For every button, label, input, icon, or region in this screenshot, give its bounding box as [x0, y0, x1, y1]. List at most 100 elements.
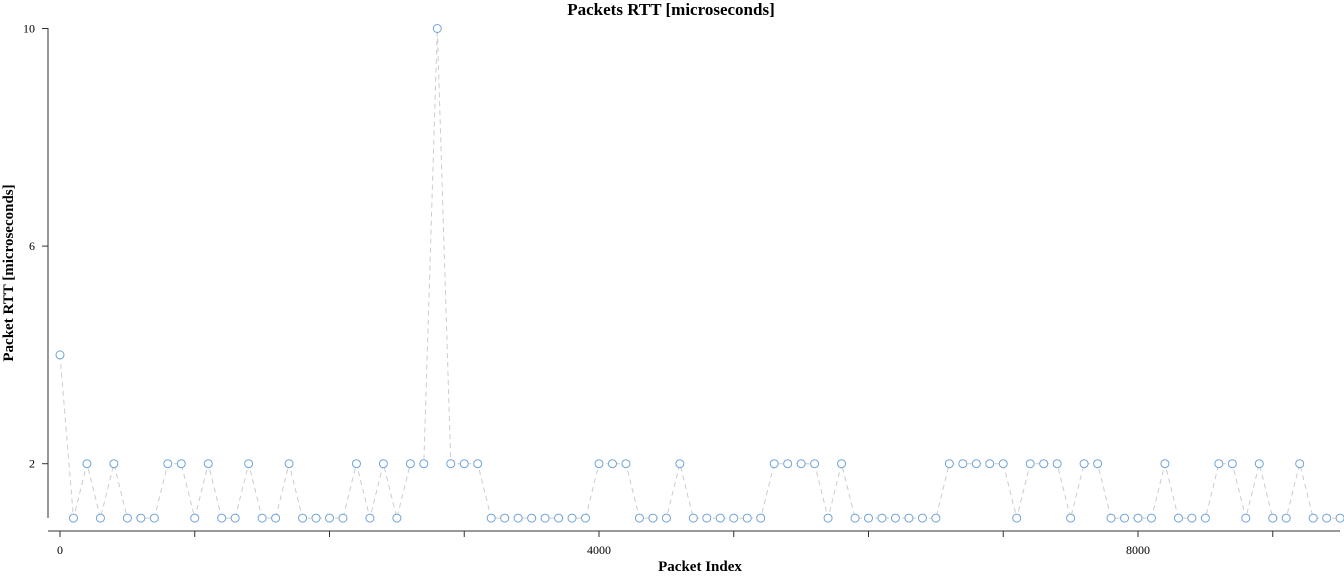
data-point: [648, 513, 658, 523]
data-point: [176, 459, 186, 469]
data-point: [837, 459, 847, 469]
data-point: [1308, 513, 1318, 523]
chart-title: Packets RTT [microseconds]: [567, 0, 774, 19]
data-point: [473, 459, 483, 469]
data-point: [796, 459, 806, 469]
data-point: [729, 513, 739, 523]
data-point: [810, 459, 820, 469]
data-point: [877, 513, 887, 523]
data-point: [1227, 459, 1237, 469]
data-point: [338, 513, 348, 523]
data-point: [540, 513, 550, 523]
data-point: [661, 513, 671, 523]
data-point: [1200, 513, 1210, 523]
data-point: [1025, 459, 1035, 469]
data-point: [446, 459, 456, 469]
data-point: [971, 459, 981, 469]
y-tick-label-2: 10: [23, 22, 35, 36]
data-point: [351, 459, 361, 469]
data-point: [1160, 459, 1170, 469]
data-point: [257, 513, 267, 523]
data-point: [1079, 459, 1089, 469]
data-point: [1173, 513, 1183, 523]
y-axis-label: Packet RTT [microseconds]: [1, 184, 17, 361]
data-point: [904, 513, 914, 523]
data-point: [998, 459, 1008, 469]
data-point: [567, 513, 577, 523]
data-point: [122, 513, 132, 523]
x-axis-label: Packet Index: [658, 559, 742, 575]
data-point: [1133, 513, 1143, 523]
data-point: [109, 459, 119, 469]
data-point: [419, 459, 429, 469]
x-ticks: 0 4000 8000: [57, 531, 1274, 557]
data-point: [958, 459, 968, 469]
data-point: [1322, 513, 1332, 523]
data-point: [405, 459, 415, 469]
data-point: [1254, 459, 1264, 469]
data-point: [55, 350, 65, 360]
data-point: [95, 513, 105, 523]
data-point: [594, 459, 604, 469]
y-tick-label-1: 6: [29, 239, 35, 253]
data-point: [742, 513, 752, 523]
y-tick-label-0: 2: [29, 457, 35, 471]
data-point: [931, 513, 941, 523]
data-point: [554, 513, 564, 523]
data-point: [527, 513, 537, 523]
data-point: [311, 513, 321, 523]
data-point: [82, 459, 92, 469]
data-point: [149, 513, 159, 523]
data-point: [68, 513, 78, 523]
data-point: [1241, 513, 1251, 523]
data-point: [1012, 513, 1022, 523]
data-point: [850, 513, 860, 523]
data-point: [864, 513, 873, 523]
data-point: [675, 459, 685, 469]
data-point: [136, 513, 146, 523]
data-point: [985, 459, 995, 469]
data-point: [1052, 459, 1062, 469]
data-point: [1093, 459, 1103, 469]
data-point: [271, 513, 281, 523]
data-point: [486, 513, 496, 523]
data-point: [783, 459, 793, 469]
data-point: [769, 459, 779, 469]
data-point: [217, 513, 227, 523]
data-point: [1214, 459, 1224, 469]
y-ticks: 2 6 10: [23, 22, 48, 471]
data-point: [621, 459, 631, 469]
data-point: [756, 513, 766, 523]
data-point: [634, 513, 644, 523]
data-point: [1106, 513, 1116, 523]
data-point: [702, 513, 712, 523]
data-point: [284, 459, 294, 469]
series-lines: [59, 28, 1341, 519]
data-point: [715, 513, 725, 523]
data-point: [325, 513, 334, 523]
data-point: [1268, 513, 1278, 523]
data-point: [432, 24, 442, 33]
data-point: [365, 513, 375, 523]
data-point: [392, 513, 402, 523]
series-line-0: [59, 28, 1341, 519]
data-point: [500, 513, 510, 523]
data-point: [163, 459, 173, 469]
data-point: [230, 513, 240, 523]
data-point: [1039, 459, 1049, 469]
data-point: [890, 513, 900, 523]
data-point: [1146, 513, 1156, 523]
data-point: [823, 513, 833, 523]
data-point: [513, 513, 523, 523]
data-point: [459, 459, 469, 469]
data-point: [1066, 513, 1076, 523]
x-tick-label-0: 0: [57, 543, 63, 557]
data-point: [944, 459, 954, 469]
data-point: [1335, 513, 1344, 523]
data-point: [203, 459, 213, 469]
data-point: [378, 459, 388, 469]
data-point: [1281, 513, 1291, 523]
data-point: [607, 459, 617, 469]
data-point: [917, 513, 927, 523]
